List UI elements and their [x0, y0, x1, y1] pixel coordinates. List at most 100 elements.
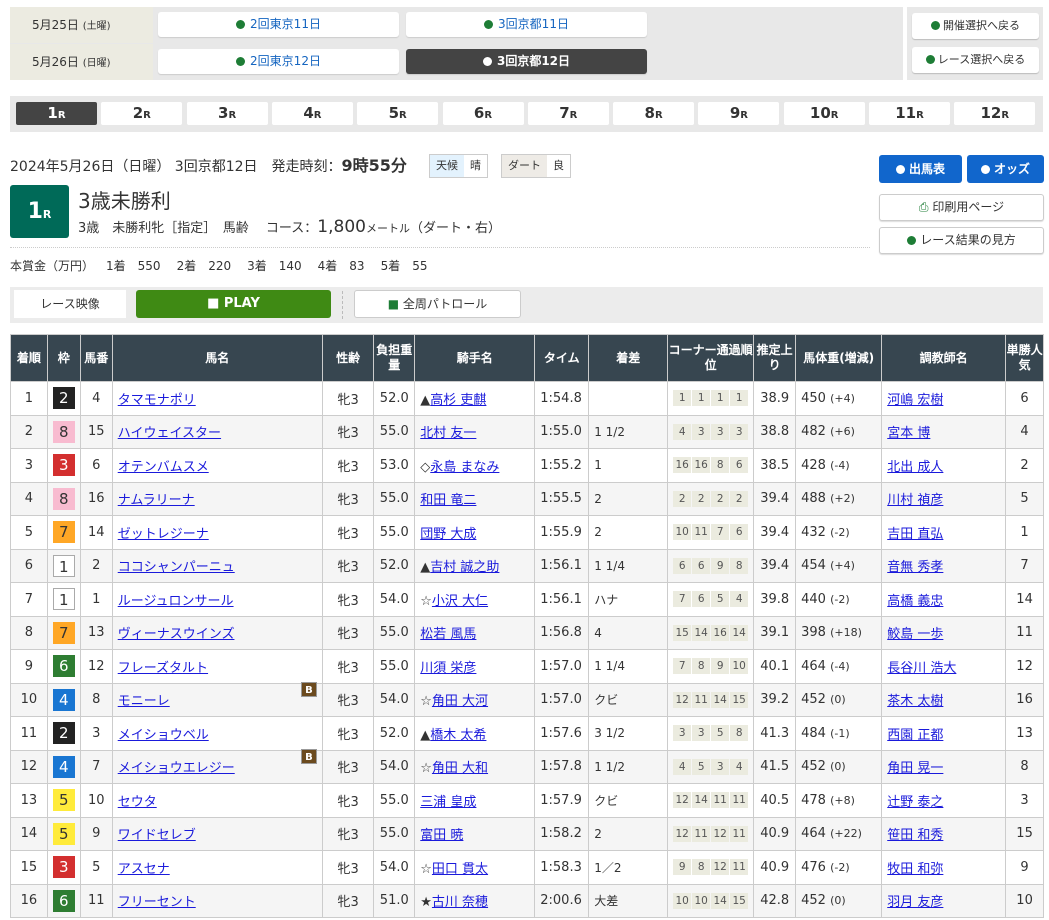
- trainer-link[interactable]: 宮本 博: [887, 426, 931, 442]
- trainer-link[interactable]: 西園 正都: [887, 727, 944, 743]
- jockey-link[interactable]: 小沢 大仁: [431, 593, 489, 609]
- jockey-link[interactable]: 古川 奈穂: [431, 895, 489, 911]
- horse-name-link[interactable]: タマモナポリ: [117, 392, 196, 408]
- horse-number: 16: [79, 481, 113, 516]
- race-date-line: 2024年5月26日（日曜） 3回京都12日 発走時刻：9時55分: [10, 155, 407, 178]
- race-tab-4[interactable]: 4R: [271, 102, 353, 125]
- frame-number-badge: 5: [52, 822, 75, 845]
- jockey-link[interactable]: 松若 風馬: [420, 627, 477, 643]
- horse-name-link[interactable]: セウタ: [117, 794, 157, 810]
- jockey-link[interactable]: 川須 栄彦: [420, 660, 477, 676]
- horse-name-link[interactable]: オテンバムスメ: [117, 459, 209, 475]
- header-sex-age[interactable]: 性齢: [321, 334, 375, 382]
- jockey-link[interactable]: 団野 大成: [420, 526, 477, 542]
- meeting-button[interactable]: 2回東京11日: [158, 12, 399, 37]
- place: 6: [10, 548, 48, 583]
- horse-name-link[interactable]: アスセナ: [117, 861, 170, 877]
- entries-button[interactable]: 出馬表: [879, 155, 962, 183]
- horse-name-link[interactable]: メイショウエレジー: [117, 761, 235, 777]
- meeting-button[interactable]: 3回京都11日: [406, 12, 647, 37]
- trainer-link[interactable]: 角田 晃一: [887, 761, 944, 777]
- jockey-link[interactable]: 角田 大河: [431, 694, 489, 710]
- header-frame[interactable]: 枠: [46, 334, 81, 382]
- trainer-link[interactable]: 川村 禎彦: [887, 493, 944, 509]
- horse-name-link[interactable]: ハイウェイスター: [117, 426, 222, 442]
- trainer-link[interactable]: 長谷川 浩大: [887, 660, 957, 676]
- trainer-cell: 川村 禎彦: [881, 481, 1007, 516]
- race-tab-1[interactable]: 1R: [16, 102, 97, 125]
- race-tab-3[interactable]: 3R: [186, 102, 268, 125]
- trainer-link[interactable]: 吉田 直弘: [887, 526, 944, 542]
- race-tab-8[interactable]: 8R: [613, 102, 695, 125]
- results-guide-button[interactable]: レース結果の見方: [879, 227, 1044, 254]
- header-weight[interactable]: 負担重量: [373, 334, 416, 382]
- trainer-link[interactable]: 鮫島 一歩: [887, 627, 944, 643]
- horse-name-link[interactable]: ヴィーナスウインズ: [117, 627, 235, 643]
- header-place[interactable]: 着順: [10, 334, 48, 382]
- race-tab-9[interactable]: 9R: [698, 102, 780, 125]
- trainer-link[interactable]: 河嶋 宏樹: [887, 392, 944, 408]
- jockey-link[interactable]: 和田 竜二: [420, 493, 477, 509]
- header-horse-number[interactable]: 馬番: [79, 334, 113, 382]
- header-corner-positions[interactable]: コーナー通過順位: [667, 334, 755, 382]
- trainer-link[interactable]: 高橋 義忠: [887, 593, 944, 609]
- meeting-button-active[interactable]: 3回京都12日: [406, 49, 647, 74]
- corner-cell: 7 8 9 10: [667, 649, 755, 684]
- jockey-link[interactable]: 三浦 皇成: [420, 794, 477, 810]
- print-page-button[interactable]: ⎙ 印刷用ページ: [879, 194, 1044, 221]
- horse-name-link[interactable]: フリーセント: [117, 895, 196, 911]
- jockey-link[interactable]: 高杉 吏麒: [430, 392, 487, 408]
- header-trainer[interactable]: 調教師名: [881, 334, 1007, 382]
- header-time[interactable]: タイム: [534, 334, 590, 382]
- race-tab-6[interactable]: 6R: [442, 102, 524, 125]
- jockey-link[interactable]: 角田 大和: [431, 761, 489, 777]
- jockey-link[interactable]: 永島 まなみ: [430, 459, 500, 475]
- trainer-link[interactable]: 羽月 友彦: [887, 895, 944, 911]
- horse-name-link[interactable]: モニーレ: [117, 694, 170, 710]
- horse-name-link[interactable]: メイショウベル: [117, 727, 209, 743]
- patrol-video-button[interactable]: ■ 全周パトロール: [354, 290, 521, 318]
- header-jockey[interactable]: 騎手名: [414, 334, 536, 382]
- back-to-meeting-button[interactable]: 開催選択へ戻る: [912, 13, 1039, 39]
- trainer-link[interactable]: 北出 成人: [887, 459, 944, 475]
- trainer-link[interactable]: 音無 秀孝: [887, 560, 944, 576]
- jockey-link[interactable]: 富田 暁: [420, 828, 464, 844]
- trainer-link[interactable]: 笹田 和秀: [887, 828, 944, 844]
- back-to-race-button[interactable]: レース選択へ戻る: [912, 47, 1039, 73]
- table-row: 13 5 10 セウタ 牝3 55.0 三浦 皇成 1:57.9 クビ 12 14…: [10, 783, 1044, 818]
- jockey-link[interactable]: 橋木 太希: [430, 727, 487, 743]
- header-horse-name[interactable]: 馬名: [111, 334, 323, 382]
- trainer-link[interactable]: 辻野 泰之: [887, 794, 944, 810]
- trainer-link[interactable]: 茶木 太樹: [887, 694, 944, 710]
- horse-name-link[interactable]: ナムラリーナ: [117, 493, 195, 509]
- race-tab-2[interactable]: 2R: [101, 102, 183, 125]
- horse-name-link[interactable]: ココシャンパーニュ: [117, 560, 235, 576]
- weight-carried: 52.0: [373, 381, 416, 416]
- horse-name-link[interactable]: ゼットレジーナ: [117, 526, 209, 542]
- trainer-cell: 長谷川 浩大: [881, 649, 1007, 684]
- race-tab-11[interactable]: 11R: [869, 102, 950, 125]
- jockey-link[interactable]: 田口 貫太: [431, 861, 489, 877]
- trainer-link[interactable]: 牧田 和弥: [887, 861, 944, 877]
- meeting-button[interactable]: 2回東京12日: [158, 49, 399, 74]
- header-last-3f[interactable]: 推定上り: [753, 334, 797, 382]
- horse-name-link[interactable]: フレーズタルト: [117, 660, 209, 676]
- header-popularity[interactable]: 単勝人気: [1005, 334, 1044, 382]
- race-tab-12[interactable]: 12R: [954, 102, 1036, 125]
- race-tab-10[interactable]: 10R: [783, 102, 865, 125]
- jockey-link[interactable]: 吉村 誠之助: [430, 560, 500, 576]
- trainer-cell: 辻野 泰之: [881, 783, 1007, 818]
- horse-name-link[interactable]: ルージュロンサール: [117, 593, 234, 609]
- race-tab-7[interactable]: 7R: [527, 102, 609, 125]
- header-margin[interactable]: 着差: [588, 334, 669, 382]
- header-body-weight[interactable]: 馬体重(増減): [795, 334, 883, 382]
- race-tab-suffix: R: [143, 110, 151, 121]
- horse-name-link[interactable]: ワイドセレブ: [117, 828, 196, 844]
- race-tab-5[interactable]: 5R: [357, 102, 439, 125]
- play-button[interactable]: ■ PLAY: [136, 290, 331, 318]
- body-weight: 452: [801, 893, 826, 909]
- odds-button[interactable]: オッズ: [967, 155, 1044, 183]
- jockey-link[interactable]: 北村 友一: [420, 426, 477, 442]
